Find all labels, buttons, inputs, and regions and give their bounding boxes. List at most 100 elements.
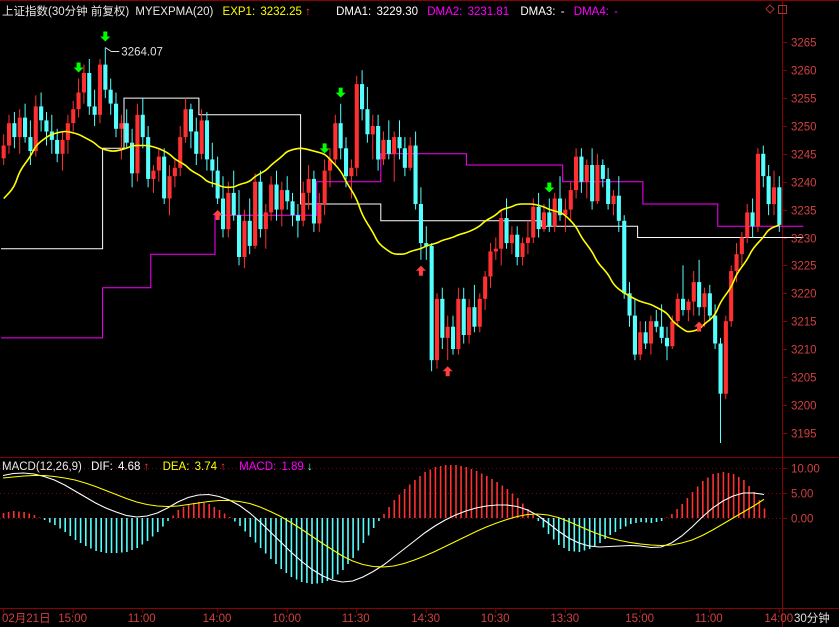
candle-body <box>429 245 434 361</box>
candle-body <box>766 176 771 205</box>
candle-body <box>97 64 102 115</box>
candle-body <box>467 307 472 336</box>
exp1-line <box>3 130 780 333</box>
candle-body <box>665 337 670 347</box>
price-tick-label: 3260 <box>791 66 817 78</box>
main-header: 上证指数(30分钟 前复权) MYEXPMA(20) EXP1: 3232.25… <box>2 4 618 18</box>
candle-body <box>17 117 22 138</box>
candle-body <box>130 142 135 174</box>
indicator-name: MYEXPMA(20) <box>135 6 213 18</box>
macd-panel <box>2 465 766 584</box>
candle-body <box>547 212 552 227</box>
dea-value: 3.74 <box>195 461 218 473</box>
candle-body <box>386 139 391 154</box>
candle-body <box>488 251 493 277</box>
buy-arrow-icon <box>442 366 453 377</box>
candle-body <box>755 153 760 227</box>
restore-icon[interactable] <box>765 4 775 14</box>
candle-body <box>675 298 680 322</box>
candle-body <box>199 120 204 154</box>
candle-body <box>269 184 274 213</box>
candle-body <box>360 84 365 110</box>
candle-body <box>124 123 129 143</box>
time-tick-label: 11:00 <box>695 613 723 625</box>
candle-body <box>344 148 349 177</box>
candle-body <box>451 326 456 349</box>
window-controls[interactable] <box>765 4 787 14</box>
candle-body <box>408 145 413 168</box>
price-tick-label: 3225 <box>791 261 817 273</box>
dma2-label: DMA2: <box>427 6 462 18</box>
candle-body <box>76 92 81 110</box>
candle-body <box>729 271 734 322</box>
candle-body <box>445 326 450 338</box>
exp1-up-arrow: ↑ <box>305 6 311 18</box>
candle-body <box>71 109 76 124</box>
candle-body <box>365 109 370 135</box>
candle-body <box>525 237 530 244</box>
candle-body <box>317 204 322 224</box>
price-tick-label: 3205 <box>791 373 817 385</box>
dma2-line <box>1 153 804 339</box>
candle-body <box>691 282 696 302</box>
candle-body <box>311 178 316 224</box>
price-tick-label: 3230 <box>791 234 817 246</box>
candle-body <box>509 234 514 244</box>
macd-label: MACD: <box>239 461 276 473</box>
candle-body <box>638 332 643 355</box>
dea-up-arrow: ↑ <box>220 461 226 473</box>
dma4-label: DMA4: <box>574 6 609 18</box>
candle-body <box>761 153 766 177</box>
candle-body <box>472 307 477 327</box>
time-tick-label: 11:00 <box>128 613 156 625</box>
macd-value: 1.89 <box>281 461 303 473</box>
candle-body <box>146 137 151 179</box>
candle-body <box>81 73 86 93</box>
candle-body <box>253 181 258 246</box>
candle-body <box>392 137 397 154</box>
sell-arrow-icon <box>335 87 346 98</box>
sell-arrow-icon <box>73 62 84 73</box>
candle-body <box>424 243 429 246</box>
macd-tick-label: 5.00 <box>791 489 813 501</box>
candle-body <box>643 332 648 344</box>
candle-body <box>777 187 782 225</box>
candle-body <box>670 321 675 347</box>
candle-body <box>322 170 327 205</box>
candle-body <box>611 195 616 205</box>
candle-body <box>306 178 311 193</box>
sell-arrow-icon <box>544 182 555 193</box>
dif-label: DIF: <box>91 461 113 473</box>
high-leader <box>105 47 120 52</box>
dea-label: DEA: <box>163 461 190 473</box>
candle-body <box>632 315 637 355</box>
candle-body <box>622 220 627 294</box>
candle-body <box>568 190 573 210</box>
candle-body <box>552 198 557 227</box>
dma1-line <box>1 97 804 250</box>
candle-body <box>434 298 439 361</box>
candle-body <box>734 254 739 271</box>
price-tick-label: 3220 <box>791 289 817 301</box>
dma-lines <box>1 97 804 339</box>
price-tick-label: 3200 <box>791 401 817 413</box>
macd-tick-label: 0.00 <box>791 514 813 526</box>
candle-body <box>87 73 92 107</box>
maximize-icon[interactable] <box>778 5 787 14</box>
time-tick-label: 11:30 <box>342 613 370 625</box>
timeframe-label[interactable]: 30分钟 <box>794 611 830 625</box>
dma2-value: 3231.81 <box>468 6 510 18</box>
candle-body <box>600 165 605 179</box>
candle-body <box>440 298 445 338</box>
candle-body <box>520 243 525 257</box>
candle-body <box>188 109 193 132</box>
candle-body <box>92 106 97 115</box>
candle-body <box>135 114 140 174</box>
candle-body <box>183 109 188 138</box>
price-tick-label: 3245 <box>791 150 817 162</box>
candle-body <box>771 187 776 204</box>
candle-body <box>172 167 177 177</box>
